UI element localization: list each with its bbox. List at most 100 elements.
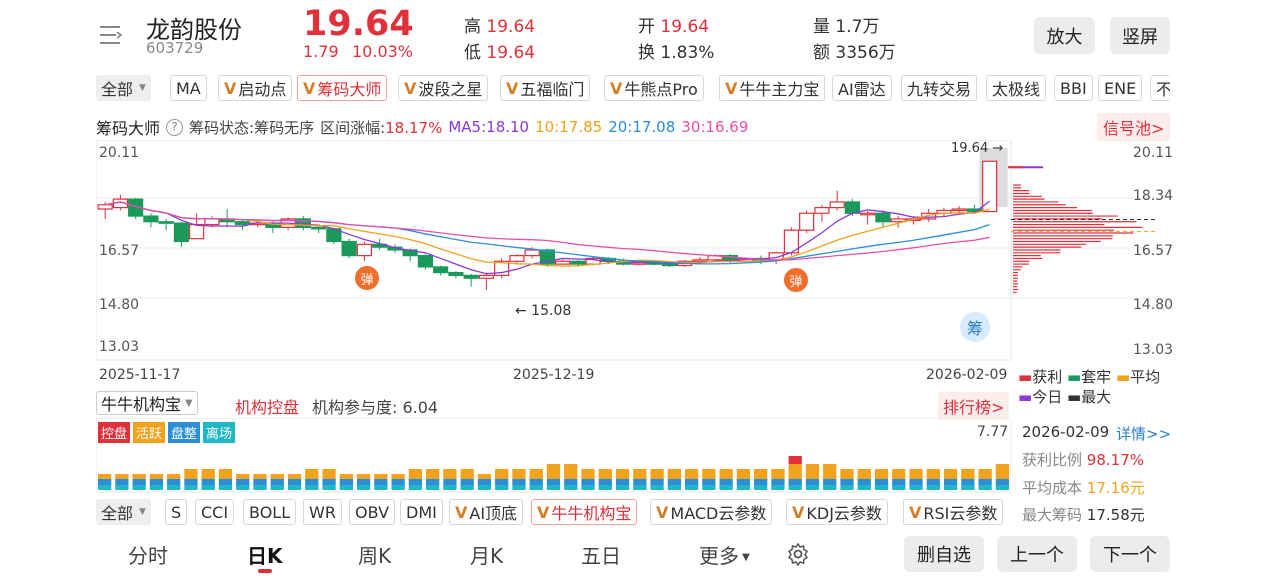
- institution-bar-29-seg-0: [598, 485, 612, 490]
- chevron-down-icon: ▼: [139, 507, 146, 517]
- institution-bar-33-seg-0: [667, 485, 681, 490]
- indicator-tab-7[interactable]: AI雷达: [832, 75, 892, 101]
- indicator-tab-2[interactable]: V 筹码大师: [297, 75, 388, 101]
- indicator-tab-1[interactable]: V 启动点: [218, 75, 293, 101]
- indicator-tab-11[interactable]: ENE: [1098, 75, 1143, 101]
- current-price: 19.64: [303, 4, 414, 44]
- active-tab-indicator: [258, 569, 272, 573]
- institution-bar-41-seg-2: [805, 464, 820, 479]
- institution-bar-30-seg-1: [615, 479, 630, 485]
- sub-indicator-tab-6[interactable]: V AI顶底: [449, 499, 524, 525]
- delete-watchlist-button[interactable]: 删自选: [904, 536, 984, 572]
- institution-bar-42-seg-2: [823, 464, 837, 479]
- sub-indicator-tab-3[interactable]: WR: [303, 499, 342, 525]
- amount-stat: 额 3356万: [813, 43, 896, 63]
- sub-indicator-tab-2[interactable]: BOLL: [243, 499, 297, 525]
- candle-body-39: [692, 259, 708, 262]
- tag-exit: 离场: [203, 422, 236, 443]
- institution-bar-7-seg-1: [218, 479, 233, 485]
- sub-indicator-tab-5[interactable]: DMI: [400, 499, 443, 525]
- sub-indicator-tab-7[interactable]: V 牛牛机构宝: [531, 499, 638, 525]
- chevron-down-icon: ▼: [185, 397, 193, 409]
- signal-pool-link[interactable]: 信号池>: [1097, 113, 1171, 141]
- range-change: 区间涨幅:18.17%: [320, 118, 443, 137]
- institution-bar-24-seg-2: [512, 469, 526, 479]
- chip-badge[interactable]: 筹: [960, 312, 990, 342]
- tab-daily-k[interactable]: 日K: [247, 544, 283, 568]
- institution-bar-4-seg-2: [167, 474, 181, 479]
- low-stat: 低 19.64: [464, 43, 536, 63]
- price-change-pct: 10.03%: [352, 42, 414, 61]
- indicator-tab-6[interactable]: V 牛牛主力宝: [719, 75, 826, 101]
- help-icon[interactable]: ?: [166, 118, 184, 136]
- indicator-tab-10[interactable]: BBI: [1054, 75, 1093, 101]
- ma30-line: [105, 201, 990, 261]
- institution-bar-50-seg-1: [961, 479, 975, 485]
- indicator-tab-12[interactable]: 不: [1150, 75, 1170, 101]
- bounce-badge-2[interactable]: 弹: [784, 268, 808, 292]
- sub-indicator-tab-9[interactable]: V KDJ云参数: [786, 499, 888, 525]
- indicator-tab-8[interactable]: 九转交易: [901, 75, 978, 101]
- institution-bar-13-seg-1: [322, 479, 336, 485]
- previous-stock-button[interactable]: 上一个: [997, 536, 1077, 572]
- side-date: 2026-02-09: [1022, 423, 1110, 441]
- tab-weekly-k[interactable]: 周K: [358, 544, 392, 568]
- institution-bar-49-seg-1: [943, 479, 958, 485]
- open-stat: 开 19.64: [638, 17, 710, 37]
- institution-bar-3-seg-0: [149, 485, 164, 490]
- vip-icon: V: [224, 78, 237, 98]
- tab-monthly-k[interactable]: 月K: [470, 544, 504, 568]
- institution-bar-44-seg-2: [857, 469, 871, 479]
- ranking-link[interactable]: 排行榜>: [938, 392, 1010, 420]
- sub-indicator-tab-1[interactable]: CCI: [195, 499, 235, 525]
- institution-bar-52-seg-1: [995, 479, 1009, 485]
- institution-bar-22-seg-2: [477, 474, 492, 479]
- institution-bar-6-seg-1: [201, 479, 215, 485]
- institution-bar-3-seg-2: [149, 474, 164, 479]
- sub-indicator-tab-0[interactable]: S: [165, 499, 188, 525]
- institution-bar-15-seg-1: [356, 479, 371, 485]
- sub-indicator-all-dropdown[interactable]: 全部 ▼: [96, 499, 151, 525]
- zoom-button[interactable]: 放大: [1034, 17, 1095, 54]
- stock-name: 龙韵股份: [146, 16, 242, 44]
- detail-link[interactable]: 详情>>: [1116, 425, 1172, 443]
- vip-icon: V: [404, 78, 417, 98]
- sub-indicator-tab-10[interactable]: V RSI云参数: [903, 499, 1004, 525]
- sub-indicator-tab-4[interactable]: OBV: [349, 499, 396, 525]
- tab-intraday[interactable]: 分时: [128, 544, 168, 568]
- institution-bar-45-seg-2: [874, 469, 889, 479]
- institution-bar-0-seg-1: [98, 479, 112, 485]
- price-change: 1.79: [303, 42, 339, 61]
- tab-five-day[interactable]: 五日: [581, 544, 621, 568]
- portrait-button[interactable]: 竖屏: [1110, 17, 1170, 54]
- institution-bar-3-seg-1: [149, 479, 164, 485]
- institution-bar-43-seg-0: [840, 485, 854, 490]
- institution-bar-18-seg-2: [408, 469, 423, 479]
- settings-icon[interactable]: [786, 542, 810, 567]
- indicator-tab-5[interactable]: V 牛熊点Pro: [604, 75, 704, 101]
- next-stock-button[interactable]: 下一个: [1090, 536, 1170, 572]
- sub-indicator-tab-8[interactable]: V MACD云参数: [650, 499, 773, 525]
- kline-chart[interactable]: [96, 140, 1170, 362]
- institution-bar-10-seg-0: [270, 485, 284, 490]
- institution-bar-43-seg-2: [840, 469, 854, 479]
- indicator-tab-0[interactable]: MA: [170, 75, 207, 101]
- institution-bar-32-seg-1: [650, 479, 664, 485]
- indicator-all-dropdown[interactable]: 全部 ▼: [96, 75, 151, 101]
- institution-bar-36-seg-0: [719, 485, 733, 490]
- indicator-tab-3[interactable]: V 波段之星: [398, 75, 489, 101]
- institution-bar-42-seg-0: [823, 485, 837, 490]
- bounce-badge-1[interactable]: 弹: [355, 266, 379, 290]
- institution-bar-22-seg-0: [477, 485, 492, 490]
- institution-bar-42-seg-1: [823, 479, 837, 485]
- indicator-tab-9[interactable]: 太极线: [986, 75, 1047, 101]
- indicator-tab-4[interactable]: V 五福临门: [500, 75, 591, 101]
- institution-bar-1-seg-0: [115, 485, 129, 490]
- institution-bar-32-seg-0: [650, 485, 664, 490]
- tab-more[interactable]: 更多 ▼: [699, 544, 750, 568]
- tag-control: 控盘: [98, 422, 131, 443]
- institution-bar-39-seg-2: [771, 469, 785, 479]
- tag-consolidate: 盘整: [168, 422, 201, 443]
- menu-icon[interactable]: [98, 22, 124, 48]
- institution-dropdown[interactable]: 牛牛机构宝 ▼: [96, 391, 198, 415]
